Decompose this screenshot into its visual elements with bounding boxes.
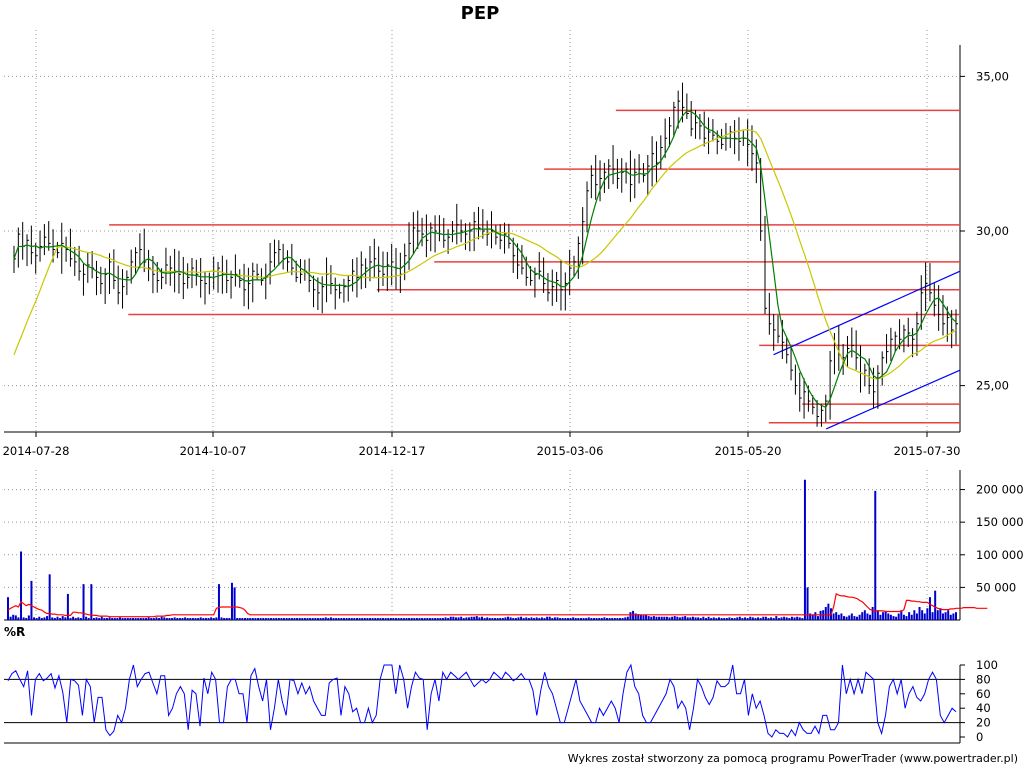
price-panel: 2014-07-28 2014-10-07 2014-12-17 2015-03-06… xyxy=(3,30,1009,458)
price-x-tick-label: 2014-07-28 xyxy=(3,444,70,458)
volume-panel: 200 000 150 000 100 000 50 000 xyxy=(4,470,1024,621)
price-y-tick-label: 25,00 xyxy=(976,379,1009,393)
price-x-tick-label: 2015-03-06 xyxy=(537,444,604,458)
volume-y-tick-label: 100 000 xyxy=(976,548,1024,562)
wr-y-tick-label: 0 xyxy=(976,730,983,744)
wr-y-tick-label: 100 xyxy=(976,658,998,672)
wr-y-tick-label: 60 xyxy=(976,687,991,701)
price-x-tick-label: 2014-10-07 xyxy=(180,444,247,458)
chart-title: PEP xyxy=(461,3,500,24)
volume-y-tick-label: 200 000 xyxy=(976,483,1024,497)
wr-y-tick-label: 40 xyxy=(976,701,991,715)
ma-long-line xyxy=(13,129,957,380)
williams-r-label: %R xyxy=(4,625,25,639)
price-y-tick-label: 35,00 xyxy=(976,69,1009,83)
price-x-tick-label: 2014-12-17 xyxy=(359,444,426,458)
trend-line xyxy=(825,369,961,430)
price-x-tick-label: 2015-05-20 xyxy=(715,444,782,458)
wr-y-tick-label: 80 xyxy=(976,672,991,686)
wr-y-tick-label: 20 xyxy=(976,716,991,730)
price-x-tick-label: 2015-07-30 xyxy=(894,444,961,458)
volume-y-tick-label: 50 000 xyxy=(976,580,1016,594)
price-y-tick-label: 30,00 xyxy=(976,224,1009,238)
trend-line xyxy=(773,270,961,356)
ma-short-line xyxy=(13,110,957,409)
volume-y-tick-label: 150 000 xyxy=(976,515,1024,529)
volume-average-line xyxy=(7,593,988,618)
footer-credit: Wykres został stworzony za pomocą progra… xyxy=(568,752,1018,765)
wr-line xyxy=(7,663,957,738)
